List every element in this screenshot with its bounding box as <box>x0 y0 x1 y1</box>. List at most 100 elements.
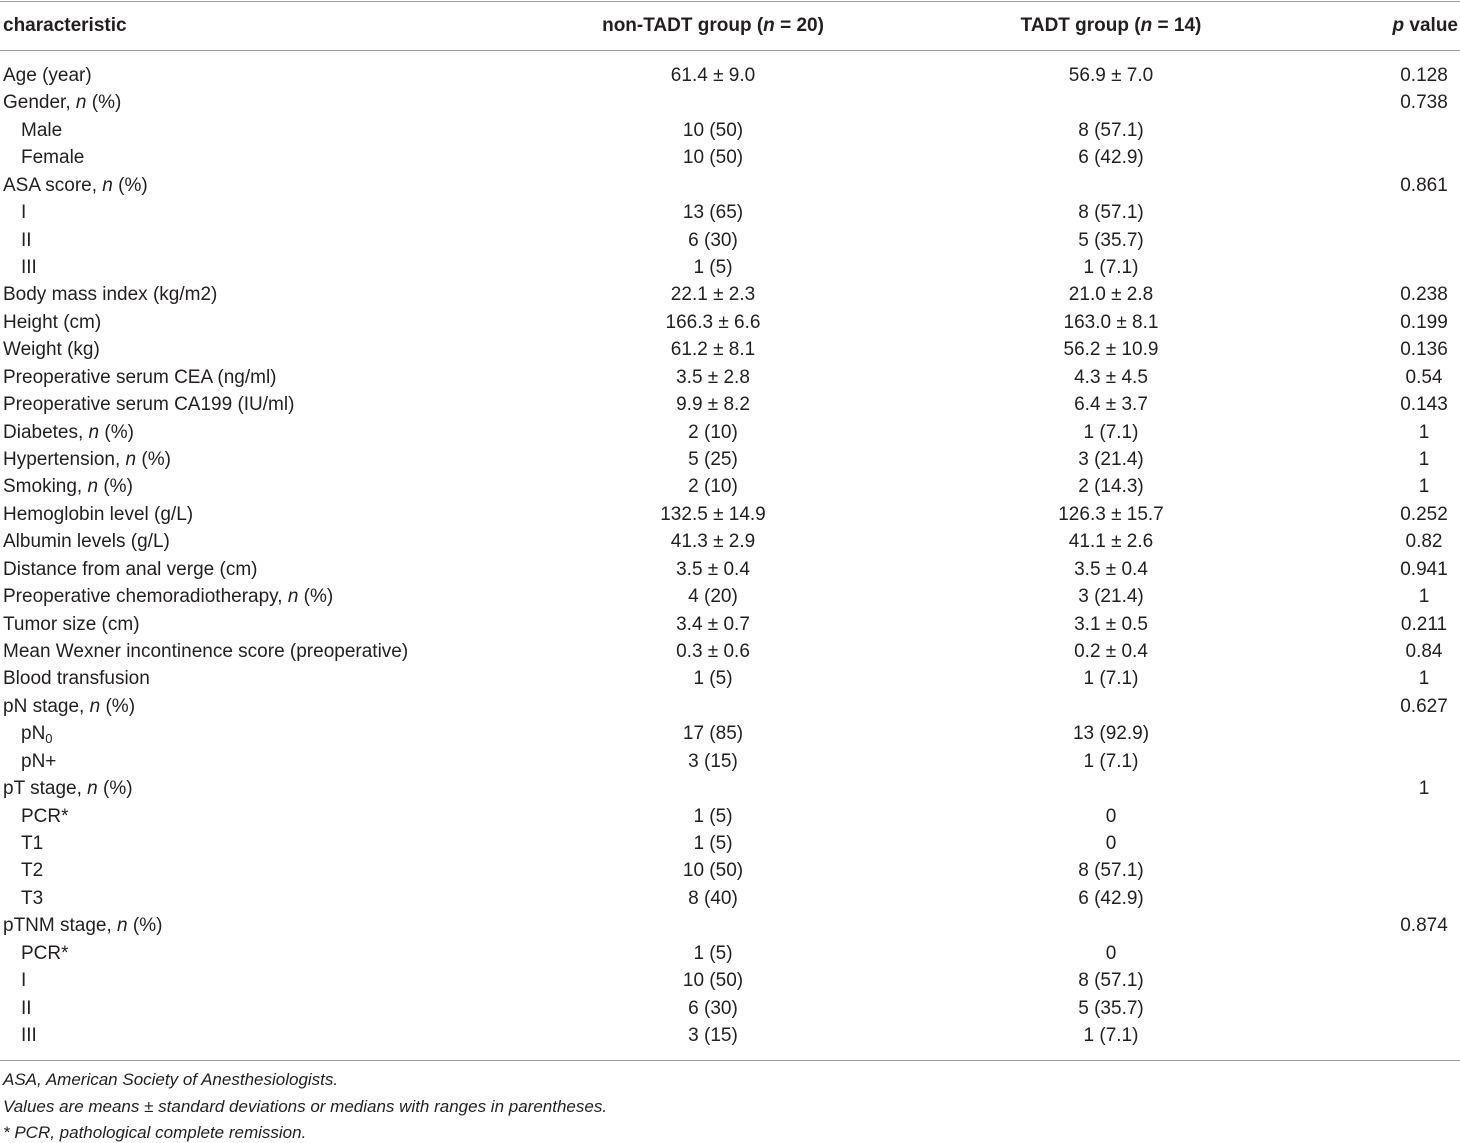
non-tadt-value: 3 (15) <box>688 750 738 772</box>
text-run: T3 <box>21 887 44 909</box>
text-run: III <box>21 257 37 278</box>
column-header: TADT group (n = 14) <box>1021 14 1202 38</box>
non-tadt-value: 9.9 ± 8.2 <box>676 394 750 416</box>
row-label: Hypertension, n (%) <box>3 448 171 472</box>
sub-row-label: pN+ <box>21 750 56 774</box>
p-value: 1 <box>1418 421 1430 443</box>
tadt-value: 1 (7.1) <box>1083 421 1139 443</box>
text-run: (%) <box>298 586 334 608</box>
italic-run: n <box>287 586 299 608</box>
sub-row-label: II <box>21 229 32 253</box>
row-label: Height (cm) <box>3 311 101 335</box>
p-value: 0.252 <box>1400 503 1448 525</box>
italic-run: n <box>87 778 98 800</box>
tadt-value: 4.3 ± 4.5 <box>1074 366 1148 388</box>
top-rule <box>0 1 1460 2</box>
italic-run: n <box>125 449 137 470</box>
text-run: II <box>21 229 32 251</box>
tadt-value: 8 (57.1) <box>1078 202 1144 224</box>
text-run: Female <box>21 147 85 169</box>
tadt-value: 1 (7.1) <box>1083 668 1139 690</box>
text-run: (%) <box>136 449 171 470</box>
text-run: Albumin levels (g/L) <box>3 531 170 553</box>
text-run: (%) <box>86 92 122 114</box>
tadt-value: 21.0 ± 2.8 <box>1068 284 1154 306</box>
italic-run: n <box>75 92 87 114</box>
italic-run: n <box>763 15 775 36</box>
text-run: Blood transfusion <box>3 668 150 690</box>
p-value: 1 <box>1418 778 1430 800</box>
tadt-value: 56.9 ± 7.0 <box>1068 65 1154 86</box>
row-label: Hemoglobin level (g/L) <box>3 503 193 527</box>
p-value: 0.84 <box>1405 641 1443 662</box>
row-label: Body mass index (kg/m2) <box>3 283 217 307</box>
text-run: pN stage, <box>3 695 90 717</box>
row-label: Mean Wexner incontinence score (preopera… <box>3 640 408 664</box>
p-value: 1 <box>1418 668 1430 690</box>
sub-row-label: II <box>21 997 32 1021</box>
non-tadt-value: 3.4 ± 0.7 <box>676 613 750 635</box>
tadt-value: 6 (42.9) <box>1078 147 1144 169</box>
p-value: 0.143 <box>1400 394 1448 416</box>
header-rule <box>0 50 1460 51</box>
text-run: Distance from anal verge (cm) <box>3 558 258 580</box>
non-tadt-value: 10 (50) <box>682 970 744 992</box>
sub-row-label: Male <box>21 119 62 143</box>
p-value: 1 <box>1418 449 1430 470</box>
text-run: pTNM stage, <box>3 915 118 937</box>
text-run: ASA score, <box>3 174 103 196</box>
column-header: p value <box>1393 14 1458 38</box>
row-label: Preoperative serum CEA (ng/ml) <box>3 366 277 390</box>
non-tadt-value: 3.5 ± 0.4 <box>676 558 750 580</box>
non-tadt-value: 5 (25) <box>688 449 738 470</box>
tadt-value: 8 (57.1) <box>1078 119 1144 141</box>
non-tadt-value: 1 (5) <box>693 805 733 827</box>
text-run: Body mass index (kg/m2) <box>3 284 218 306</box>
non-tadt-value: 1 (5) <box>693 942 733 964</box>
row-label: ASA score, n (%) <box>3 174 148 198</box>
column-header: characteristic <box>3 14 127 38</box>
sub-row-label: PCR* <box>21 942 69 966</box>
p-value: 0.54 <box>1405 366 1443 388</box>
sub-row-label: T2 <box>21 859 43 883</box>
tadt-value: 126.3 ± 15.7 <box>1058 503 1164 525</box>
sub-row-label: III <box>21 256 37 280</box>
tadt-value: 5 (35.7) <box>1078 229 1144 251</box>
p-value: 1 <box>1418 586 1430 608</box>
row-label: pT stage, n (%) <box>3 777 133 801</box>
tadt-value: 3.5 ± 0.4 <box>1074 558 1148 580</box>
sub-row-label: T3 <box>21 887 43 911</box>
text-run: (%) <box>99 421 134 443</box>
non-tadt-value: 8 (40) <box>688 887 738 909</box>
bottom-rule <box>0 1060 1460 1061</box>
non-tadt-value: 2 (10) <box>688 421 738 443</box>
non-tadt-value: 61.4 ± 9.0 <box>670 65 756 86</box>
sub-row-label: III <box>21 1024 37 1048</box>
tadt-value: 6 (42.9) <box>1078 887 1144 909</box>
text-run: III <box>21 1025 37 1046</box>
text-run: PCR* <box>21 805 69 827</box>
non-tadt-value: 10 (50) <box>682 119 744 141</box>
text-run: Weight (kg) <box>3 339 100 361</box>
text-run: Tumor size (cm) <box>3 613 140 635</box>
text-run: T2 <box>21 860 44 882</box>
footnote: Values are means ± standard deviations o… <box>3 1096 608 1116</box>
italic-run: n <box>88 421 100 443</box>
sub-row-label: T1 <box>21 832 43 856</box>
row-label: Preoperative chemoradiotherapy, n (%) <box>3 585 333 609</box>
row-label: Blood transfusion <box>3 667 150 691</box>
tadt-value: 163.0 ± 8.1 <box>1063 311 1159 333</box>
sub-row-label: I <box>21 969 26 993</box>
p-value: 1 <box>1418 476 1430 498</box>
tadt-value: 1 (7.1) <box>1083 750 1139 772</box>
row-label: pN stage, n (%) <box>3 695 135 719</box>
text-run: Hypertension, <box>3 449 126 470</box>
tadt-value: 1 (7.1) <box>1083 257 1139 278</box>
text-run: pN <box>21 723 46 745</box>
tadt-value: 0 <box>1105 942 1117 964</box>
italic-run: n <box>87 476 99 498</box>
non-tadt-value: 10 (50) <box>682 860 744 882</box>
tadt-value: 6.4 ± 3.7 <box>1074 394 1148 416</box>
italic-run: n <box>89 695 101 717</box>
